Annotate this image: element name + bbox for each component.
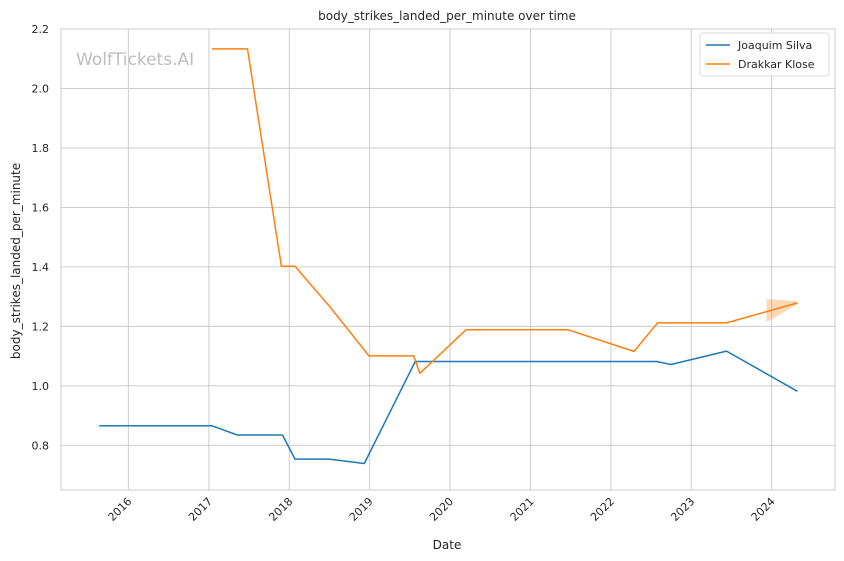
- series-line: [212, 48, 798, 375]
- x-axis-title: Date: [433, 538, 462, 552]
- y-tick-label: 1.6: [32, 201, 50, 214]
- plot-frame: [60, 28, 836, 491]
- legend: Joaquim Silva Drakkar Klose: [699, 32, 830, 77]
- y-tick-label: 0.8: [32, 439, 50, 452]
- x-tick-label: 2022: [588, 495, 617, 524]
- y-tick-label: 1.8: [32, 142, 50, 155]
- series-lines: [99, 48, 798, 465]
- x-tick-label: 2016: [105, 495, 134, 524]
- y-tick-label: 2.0: [32, 82, 50, 95]
- x-axis-ticks: 2016 2017 2018 2019 2020 2021 2022 2023 2024: [105, 495, 777, 524]
- y-tick-label: 1.2: [32, 320, 50, 333]
- x-tick-label: 2019: [347, 495, 376, 524]
- y-tick-label: 2.2: [32, 23, 50, 36]
- x-tick-label: 2017: [186, 495, 215, 524]
- y-axis-title: body_strikes_landed_per_minute: [9, 163, 23, 359]
- x-tick-label: 2020: [427, 495, 456, 524]
- legend-label: Joaquim Silva: [737, 39, 812, 52]
- x-tick-label: 2018: [266, 495, 295, 524]
- x-tick-label: 2024: [749, 495, 778, 524]
- series-line: [99, 350, 798, 465]
- y-tick-label: 1.0: [32, 380, 50, 393]
- x-tick-label: 2021: [508, 495, 537, 524]
- legend-label: Drakkar Klose: [738, 58, 815, 71]
- chart-title: body_strikes_landed_per_minute over time: [318, 9, 576, 23]
- y-tick-label: 1.4: [32, 261, 50, 274]
- x-tick-label: 2023: [668, 495, 697, 524]
- legend-box: [699, 32, 830, 77]
- grid: [61, 28, 835, 490]
- y-axis-ticks: 0.8 1.0 1.2 1.4 1.6 1.8 2.0 2.2: [32, 23, 50, 452]
- watermark: WolfTickets.AI: [76, 50, 194, 70]
